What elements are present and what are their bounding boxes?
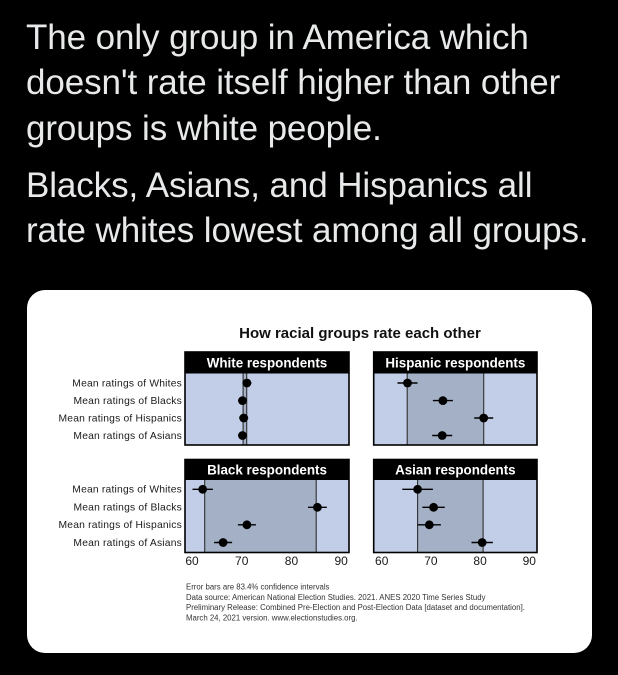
svg-text:Mean ratings of Asians: Mean ratings of Asians (73, 431, 182, 442)
svg-text:80: 80 (285, 554, 299, 568)
svg-text:Preliminary Release: Combined: Preliminary Release: Combined Pre-Electi… (186, 603, 525, 612)
svg-text:Hispanic respondents: Hispanic respondents (385, 356, 525, 371)
svg-text:Data source: American National: Data source: American National Election … (186, 593, 486, 602)
svg-text:Mean ratings of Hispanics: Mean ratings of Hispanics (59, 413, 182, 424)
svg-text:White respondents: White respondents (207, 356, 328, 371)
svg-text:March 24, 2021 version. www.el: March 24, 2021 version. www.electionstud… (186, 613, 358, 622)
svg-text:70: 70 (424, 554, 438, 568)
svg-text:Mean ratings of Asians: Mean ratings of Asians (73, 538, 182, 549)
svg-text:Mean ratings of Whites: Mean ratings of Whites (72, 485, 182, 496)
svg-text:80: 80 (473, 554, 487, 568)
svg-text:Mean ratings of Whites: Mean ratings of Whites (72, 378, 182, 389)
svg-text:90: 90 (335, 554, 349, 568)
svg-text:60: 60 (375, 554, 389, 568)
svg-text:60: 60 (185, 554, 199, 568)
svg-text:70: 70 (235, 554, 249, 568)
svg-text:Mean ratings of Blacks: Mean ratings of Blacks (73, 503, 182, 514)
svg-text:How racial groups rate each ot: How racial groups rate each other (239, 325, 481, 342)
svg-text:90: 90 (523, 554, 537, 568)
svg-text:Error bars are 83.4% confidenc: Error bars are 83.4% confidence interval… (186, 583, 330, 592)
svg-text:Black respondents: Black respondents (207, 463, 327, 478)
svg-text:Mean ratings of Blacks: Mean ratings of Blacks (73, 396, 182, 407)
svg-text:Mean ratings of Hispanics: Mean ratings of Hispanics (59, 520, 182, 531)
svg-text:Asian respondents: Asian respondents (395, 463, 516, 478)
